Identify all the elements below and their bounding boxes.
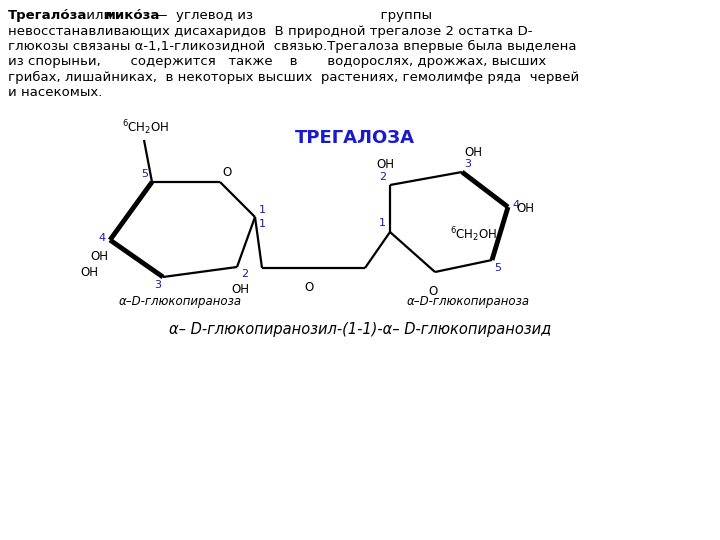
- Text: α–D-глюкопираноза: α–D-глюкопираноза: [118, 295, 242, 308]
- Text: $^6$CH$_2$OH: $^6$CH$_2$OH: [450, 225, 498, 244]
- Text: глюкозы связаны α-1,1-гликозидной  связью.Трегалоза впервые была выделена: глюкозы связаны α-1,1-гликозидной связью…: [8, 40, 577, 53]
- Text: 2: 2: [379, 172, 386, 182]
- Text: 1: 1: [379, 218, 386, 228]
- Text: 1: 1: [259, 219, 266, 229]
- Text: $^6$CH$_2$OH: $^6$CH$_2$OH: [122, 118, 169, 137]
- Text: 4: 4: [99, 233, 106, 243]
- Text: или: или: [82, 9, 117, 22]
- Text: 4: 4: [512, 200, 519, 210]
- Text: грибах, лишайниках,  в некоторых высших  растениях, гемолимфе ряда  червей: грибах, лишайниках, в некоторых высших р…: [8, 71, 580, 84]
- Text: 2: 2: [241, 269, 248, 279]
- Text: невосстанавливающих дисахаридов  В природной трегалозе 2 остатка D-: невосстанавливающих дисахаридов В природ…: [8, 24, 533, 37]
- Text: 1: 1: [259, 205, 266, 215]
- Text: OH: OH: [90, 250, 108, 263]
- Text: ТРЕГАЛОЗА: ТРЕГАЛОЗА: [295, 129, 415, 147]
- Text: OH: OH: [464, 146, 482, 159]
- Text: α–D-глюкопираноза: α–D-глюкопираноза: [406, 295, 530, 308]
- Text: 5: 5: [141, 169, 148, 179]
- Text: OH: OH: [516, 202, 534, 215]
- Text: и насекомых.: и насекомых.: [8, 86, 102, 99]
- Text: O: O: [305, 281, 314, 294]
- Text: 3: 3: [464, 159, 471, 169]
- Text: O: O: [428, 285, 438, 298]
- Text: O: O: [222, 166, 231, 179]
- Text: 3: 3: [154, 280, 161, 290]
- Text: 5: 5: [494, 263, 501, 273]
- Text: микóза: микóза: [105, 9, 161, 22]
- Text: Трегалóза: Трегалóза: [8, 9, 87, 22]
- Text: из спорыньи,       содержится   также    в       водорослях, дрожжах, высших: из спорыньи, содержится также в водоросл…: [8, 56, 546, 69]
- Text: OH: OH: [231, 283, 249, 296]
- Text: OH: OH: [80, 266, 98, 279]
- Text: —  углевод из                              группы: — углевод из группы: [150, 9, 432, 22]
- Text: α– D-глюкопиранозил-(1-1)-α– D-глюкопиранозид: α– D-глюкопиранозил-(1-1)-α– D-глюкопира…: [169, 322, 551, 337]
- Text: OH: OH: [376, 158, 394, 171]
